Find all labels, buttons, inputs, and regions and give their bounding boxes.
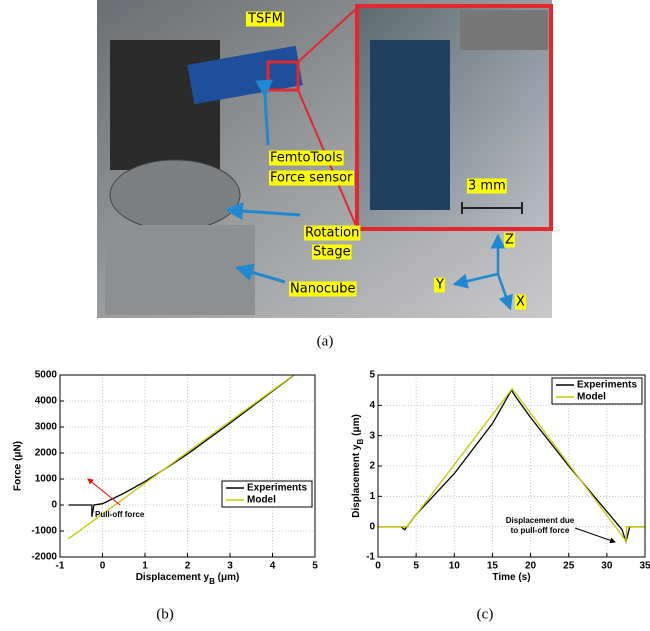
annotation: Displacement due (506, 516, 575, 525)
y-tick-label: 1 (369, 491, 375, 502)
photo-label: Stage (313, 245, 351, 260)
y-tick-label: 4000 (35, 396, 58, 407)
x-tick-label: 15 (487, 561, 499, 572)
x-tick-label: 0 (375, 561, 381, 572)
x-tick-label: 3 (227, 561, 233, 572)
y-tick-label: 4 (369, 400, 375, 411)
x-axis-label-part: (μm) (215, 572, 239, 583)
legend-label: Experiments (577, 380, 637, 391)
y-tick-label: 3 (369, 430, 375, 441)
annotation: Pull-off force (95, 510, 145, 519)
photo-label: TSFM (247, 12, 283, 27)
x-tick-label: 10 (449, 561, 461, 572)
photo-label: Z (505, 233, 514, 248)
inset-tip (460, 10, 548, 50)
y-tick-label: -1000 (31, 526, 57, 537)
nanocube (105, 225, 255, 315)
x-tick-label: 30 (601, 561, 613, 572)
photo-label: Nanocube (290, 282, 356, 297)
y-axis-label: Force (μN) (13, 441, 24, 491)
x-tick-label: 1 (142, 561, 148, 572)
x-tick-label: 20 (525, 561, 537, 572)
rotation-stage (110, 160, 240, 230)
x-axis-label-part: Time (s) (492, 572, 530, 583)
y-tick-label: -2000 (31, 552, 57, 563)
caption: (c) (477, 606, 494, 622)
inset-board (370, 40, 450, 210)
photo-label: Rotation (305, 226, 359, 241)
page: {"figure": { "photo": { "labels": [["TSF… (0, 0, 650, 631)
y-tick-label: 3000 (35, 422, 58, 433)
photo-label: Y (435, 278, 444, 293)
photo-label: Force sensor (270, 171, 353, 186)
x-axis-label-part: Displacement y (136, 572, 210, 583)
y-axis-label-part: Displacement y (351, 444, 362, 518)
x-tick-label: 5 (413, 561, 419, 572)
x-tick-label: 2 (185, 561, 191, 572)
x-tick-label: 35 (639, 561, 650, 572)
caption: (a) (317, 333, 334, 349)
photo-label: X (516, 295, 525, 310)
annotation: to pull-off force (511, 526, 570, 535)
x-tick-label: -1 (56, 561, 65, 572)
y-tick-label: 5 (369, 370, 375, 381)
x-tick-label: 4 (270, 561, 276, 572)
x-tick-label: 25 (563, 561, 575, 572)
legend-label: Model (247, 495, 276, 506)
x-tick-label: 5 (312, 561, 318, 572)
y-tick-label: 2000 (35, 448, 58, 459)
stage-block (110, 40, 220, 170)
x-axis-label: Displacement yB (μm) (136, 572, 240, 586)
caption: (b) (156, 606, 174, 622)
legend-label: Model (577, 392, 606, 403)
x-tick-label: 0 (100, 561, 106, 572)
photo-label: FemtoTools (270, 151, 343, 166)
legend-label: Experiments (247, 483, 307, 494)
y-axis-label: Displacement yB (μm) (351, 414, 365, 518)
photo-label: 3 mm (468, 179, 506, 194)
y-tick-label: -1 (366, 552, 375, 563)
photo: TSFM FemtoTools Force sensor Rotation St… (97, 0, 552, 318)
y-tick-label: 0 (51, 500, 57, 511)
y-tick-label: 2 (369, 461, 375, 472)
y-axis-label-part: (μm) (351, 414, 362, 438)
y-tick-label: 0 (369, 521, 375, 532)
y-tick-label: 5000 (35, 370, 58, 381)
x-axis-label: Time (s) (492, 572, 530, 583)
y-tick-label: 1000 (35, 474, 58, 485)
chart: -2000 -1000 0 1000 2000 3000 4000 5000 -1 0 1 2 3 4 5 D… (13, 370, 319, 586)
figure: TSFM FemtoTools Force sensor Rotation St… (0, 0, 650, 631)
